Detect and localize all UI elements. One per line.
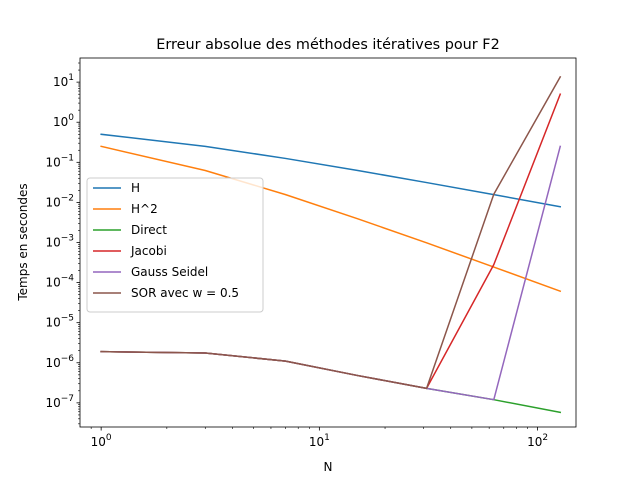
x-tick-label-1: 101 [309,433,330,449]
y-tick-label-5: 10−2 [45,193,74,209]
series-line-1 [100,145,562,293]
legend-label-5: SOR avec w = 0.5 [131,286,239,300]
y-tick-label-8: 101 [53,73,74,89]
x-axis-label: N [324,460,333,474]
y-tick-label-0: 10−7 [45,394,74,410]
x-axis: 100 101 102 [91,427,548,449]
y-axis-label: Temps en secondes [16,183,30,301]
chart-title: Erreur absolue des méthodes itératives p… [156,37,499,53]
legend-label-3: Jacobi [130,244,167,258]
series-line-5 [100,75,562,390]
x-tick-label-0: 100 [91,433,112,449]
y-tick-label-7: 100 [53,113,74,129]
legend-label-2: Direct [131,223,167,237]
y-axis: 10−7 10−6 10−5 10−4 10−3 10−2 10−1 100 101 [45,62,80,425]
y-tick-label-2: 10−5 [45,314,74,330]
legend-label-0: H [131,181,140,195]
y-tick-label-6: 10−1 [45,153,74,169]
legend: H H^2 Direct Jacobi Gauss Seidel SOR avec w =… [86,177,264,313]
plot-series [100,75,562,414]
y-tick-label-4: 10−3 [45,234,74,250]
legend-label-1: H^2 [131,202,158,216]
y-tick-label-3: 10−4 [45,274,74,290]
x-tick-label-2: 102 [527,433,548,449]
legend-box [86,177,264,313]
legend-label-4: Gauss Seidel [131,265,208,279]
y-tick-label-1: 10−6 [45,354,74,370]
